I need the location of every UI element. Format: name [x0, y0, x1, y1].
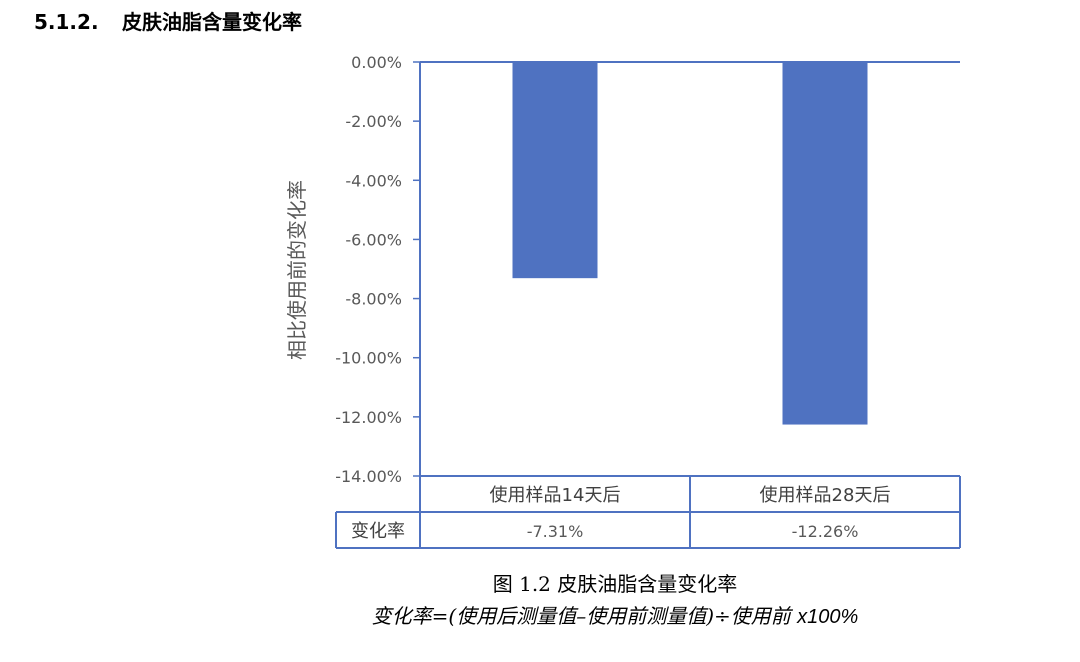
formula-suffix: x100%: [797, 606, 859, 628]
value-label: -12.26%: [792, 522, 859, 541]
category-label: 使用样品14天后: [490, 485, 621, 506]
figure-caption: 图 1.2 皮肤油脂含量变化率: [492, 572, 738, 596]
formula-text: 变化率=(使用后测量值–使用前测量值)÷使用前: [371, 604, 798, 628]
y-tick-label: -2.00%: [345, 112, 402, 131]
y-tick-label: -10.00%: [335, 349, 402, 368]
y-axis-title: 相比使用前的变化率: [285, 180, 309, 360]
y-tick-label: -6.00%: [345, 230, 402, 249]
bar: [782, 62, 868, 425]
y-tick-label: -8.00%: [345, 290, 402, 309]
section-heading: 5.1.2. 皮肤油脂含量变化率: [34, 6, 302, 35]
category-label: 使用样品28天后: [760, 485, 891, 506]
y-tick-label: 0.00%: [351, 53, 402, 72]
section-number: 5.1.2.: [34, 10, 99, 34]
table-row-label: 变化率: [351, 521, 405, 542]
y-tick-label: -12.00%: [335, 408, 402, 427]
y-tick-label: -14.00%: [335, 467, 402, 486]
bar: [512, 62, 598, 279]
formula-note: 变化率=(使用后测量值–使用前测量值)÷使用前 x100%: [0, 600, 1080, 629]
y-tick-label: -4.00%: [345, 171, 402, 190]
value-label: -7.31%: [527, 522, 584, 541]
section-title: 皮肤油脂含量变化率: [122, 10, 302, 34]
